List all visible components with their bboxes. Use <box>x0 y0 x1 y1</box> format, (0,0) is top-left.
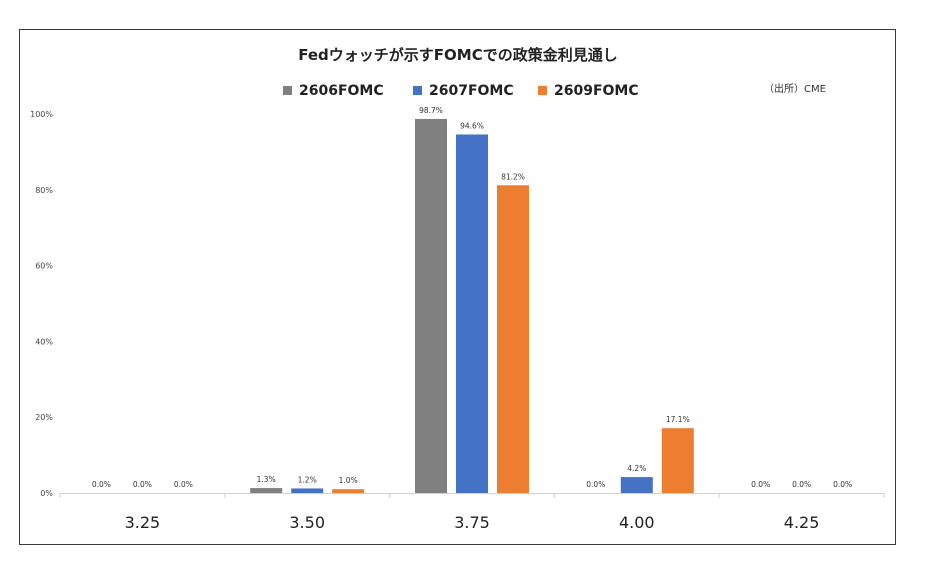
legend-label-2607FOMC: 2607FOMC <box>429 83 514 99</box>
data-label-2609FOMC-3.25: 0.0% <box>174 480 193 489</box>
bar-2609FOMC-4.00 <box>661 428 694 493</box>
bar-2609FOMC-3.50 <box>332 489 365 493</box>
data-label-2606FOMC-4.25: 0.0% <box>751 480 770 489</box>
data-label-2609FOMC-4.25: 0.0% <box>833 480 852 489</box>
data-label-2609FOMC-3.75: 81.2% <box>501 172 525 181</box>
legend-swatch-2606FOMC <box>283 86 292 95</box>
chart-frame: Fedウォッチが示すFOMCでの政策金利見通し 2606FOMC 2607FOMC 2… <box>19 29 896 545</box>
data-label-2607FOMC-4.25: 0.0% <box>792 480 811 489</box>
legend-swatch-2609FOMC <box>538 86 547 95</box>
data-label-2606FOMC-3.75: 98.7% <box>419 106 443 115</box>
legend-swatch-2607FOMC <box>413 86 422 95</box>
data-label-2606FOMC-3.25: 0.0% <box>92 480 111 489</box>
bar-2607FOMC-4.00 <box>620 477 653 493</box>
y-tick-label: 40% <box>35 337 53 346</box>
data-label-2609FOMC-3.50: 1.0% <box>339 476 358 485</box>
x-tick-label: 3.50 <box>289 513 325 532</box>
x-tick-label: 3.75 <box>454 513 490 532</box>
bar-2606FOMC-3.50 <box>250 488 283 493</box>
chart-title: Fedウォッチが示すFOMCでの政策金利見通し <box>298 46 617 64</box>
y-tick-label: 20% <box>35 413 53 422</box>
bar-2609FOMC-3.75 <box>497 185 529 493</box>
x-tick-label: 4.25 <box>784 513 820 532</box>
y-tick-label: 100% <box>30 110 53 119</box>
bar-2606FOMC-3.75 <box>415 118 447 493</box>
x-tick-label: 3.25 <box>125 513 161 532</box>
legend-label-2609FOMC: 2609FOMC <box>554 83 639 99</box>
y-tick-label: 80% <box>35 186 53 195</box>
data-label-2607FOMC-4.00: 4.2% <box>627 464 646 473</box>
data-label-2609FOMC-4.00: 17.1% <box>666 415 690 424</box>
bar-2607FOMC-3.50 <box>291 488 324 493</box>
x-tick-label: 4.00 <box>619 513 655 532</box>
data-label-2607FOMC-3.25: 0.0% <box>133 480 152 489</box>
y-tick-label: 60% <box>35 262 53 271</box>
source-note: （出所）CME <box>764 82 826 95</box>
data-label-2607FOMC-3.50: 1.2% <box>298 475 317 484</box>
legend-label-2606FOMC: 2606FOMC <box>299 83 384 99</box>
bar-2607FOMC-3.75 <box>456 134 488 493</box>
data-label-2607FOMC-3.75: 94.6% <box>460 121 484 130</box>
y-tick-label: 0% <box>40 489 53 498</box>
data-label-2606FOMC-3.50: 1.3% <box>257 475 276 484</box>
data-label-2606FOMC-4.00: 0.0% <box>586 480 605 489</box>
chart-canvas: Fedウォッチが示すFOMCでの政策金利見通し 2606FOMC 2607FOMC 2… <box>30 46 885 532</box>
